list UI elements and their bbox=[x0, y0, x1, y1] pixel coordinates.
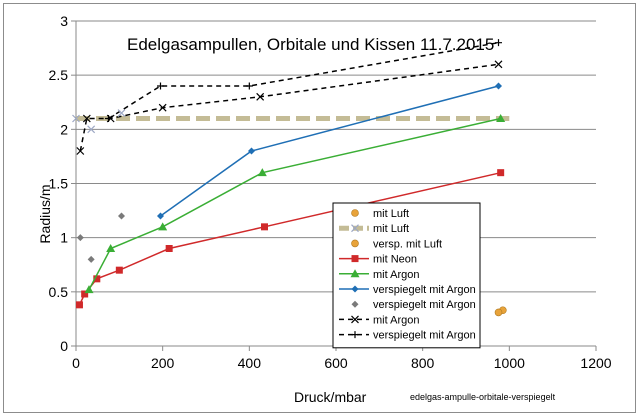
series-3 bbox=[75, 169, 505, 309]
legend-item: verspiegelt mit Argon bbox=[351, 299, 476, 311]
data-point bbox=[261, 223, 268, 231]
data-point bbox=[351, 255, 359, 263]
series-8 bbox=[105, 39, 502, 122]
data-point bbox=[117, 109, 126, 118]
data-point bbox=[157, 212, 164, 220]
series-9 bbox=[72, 109, 126, 134]
series-line bbox=[79, 63, 499, 152]
data-point bbox=[351, 315, 359, 324]
data-point bbox=[115, 266, 123, 274]
y-tick-label: 2 bbox=[60, 121, 68, 137]
series-5 bbox=[157, 82, 502, 220]
data-point bbox=[118, 212, 125, 220]
chart-title: Edelgasampullen, Orbitale und Kissen 11.… bbox=[127, 35, 494, 54]
data-point bbox=[351, 239, 359, 248]
data-point bbox=[256, 92, 265, 101]
x-tick-label: 200 bbox=[151, 355, 175, 371]
x-axis-label: Druck/mbar bbox=[294, 389, 367, 405]
data-point bbox=[158, 103, 167, 112]
data-point bbox=[76, 147, 85, 155]
data-point bbox=[494, 308, 503, 317]
data-point bbox=[106, 244, 116, 252]
legend-item: mit Luft bbox=[339, 223, 409, 235]
legend-item: verspiegelt mit Argon bbox=[339, 330, 476, 342]
legend-label: verspiegelt mit Argon bbox=[373, 284, 476, 296]
data-point bbox=[245, 82, 253, 90]
y-tick-label: 0.5 bbox=[49, 284, 69, 300]
series-group bbox=[72, 39, 510, 317]
chart-svg: 0 0.5 1 1.5 2 2.5 3 0 200 400 600 800 1000 1200 Edelg… bbox=[37, 13, 612, 405]
data-point bbox=[105, 115, 112, 122]
data-point bbox=[351, 224, 359, 233]
y-axis-label: Radius/m bbox=[37, 184, 53, 243]
series-line bbox=[160, 85, 499, 217]
data-point bbox=[351, 209, 359, 217]
data-point bbox=[351, 331, 359, 339]
legend-item: verspiegelt mit Argon bbox=[339, 284, 476, 296]
chart-frame: 0 0.5 1 1.5 2 2.5 3 0 200 400 600 800 1000 1200 Edelg… bbox=[3, 3, 636, 413]
data-point bbox=[351, 285, 359, 293]
data-point bbox=[82, 114, 91, 123]
legend-label: mit Argon bbox=[373, 314, 419, 326]
data-point bbox=[497, 169, 505, 177]
data-point bbox=[495, 82, 502, 90]
x-tick-label: 400 bbox=[238, 355, 262, 371]
data-point bbox=[248, 147, 255, 155]
x-tick-label: 1200 bbox=[580, 355, 611, 371]
data-point bbox=[496, 114, 506, 122]
data-point bbox=[72, 114, 80, 123]
legend-item: mit Argon bbox=[339, 269, 419, 281]
legend-label: versp. mit Luft bbox=[373, 238, 442, 250]
data-point bbox=[75, 301, 83, 309]
gridlines bbox=[76, 20, 596, 293]
data-point bbox=[76, 234, 84, 242]
y-tick-label: 3 bbox=[60, 13, 68, 29]
legend-item: mit Luft bbox=[351, 208, 409, 220]
x-tick-label: 0 bbox=[72, 355, 80, 371]
series-4 bbox=[84, 114, 506, 294]
axes: 0 0.5 1 1.5 2 2.5 3 0 200 400 600 800 1000 1200 bbox=[49, 13, 612, 371]
x-tick-label: 1000 bbox=[494, 355, 525, 371]
chart-note: edelgas-ampulle-orbitale-verspiegelt bbox=[410, 392, 556, 402]
data-point bbox=[158, 222, 168, 231]
legend: mit Luft mit Luft versp. mit Luft mit Neon m… bbox=[332, 202, 481, 349]
legend-item: mit Argon bbox=[339, 314, 419, 326]
series-6 bbox=[76, 212, 125, 263]
legend-label: verspiegelt mit Argon bbox=[373, 299, 476, 311]
data-point bbox=[494, 60, 503, 69]
data-point bbox=[84, 285, 94, 294]
legend-label: mit Argon bbox=[373, 269, 419, 281]
legend-label: mit Luft bbox=[373, 208, 409, 220]
legend-label: mit Luft bbox=[373, 223, 409, 235]
data-point bbox=[495, 39, 502, 47]
data-point bbox=[87, 255, 95, 263]
y-tick-label: 1.5 bbox=[49, 176, 69, 192]
legend-item: mit Neon bbox=[339, 254, 417, 266]
y-tick-label: 1 bbox=[60, 230, 68, 246]
legend-label: mit Neon bbox=[373, 254, 417, 266]
data-point bbox=[165, 245, 173, 252]
data-point bbox=[351, 300, 359, 308]
data-point bbox=[257, 168, 267, 177]
data-point bbox=[81, 290, 89, 298]
legend-label: verspiegelt mit Argon bbox=[373, 330, 476, 342]
data-point bbox=[87, 125, 96, 134]
data-point bbox=[157, 82, 164, 90]
series-line bbox=[108, 41, 499, 120]
x-tick-label: 800 bbox=[411, 355, 435, 371]
legend-item: versp. mit Luft bbox=[351, 238, 442, 250]
series-2 bbox=[494, 308, 503, 317]
data-point bbox=[93, 275, 101, 283]
x-tick-label: 600 bbox=[324, 355, 348, 371]
y-tick-label: 0 bbox=[60, 338, 68, 354]
data-point bbox=[350, 269, 360, 278]
y-tick-label: 2.5 bbox=[49, 67, 69, 83]
